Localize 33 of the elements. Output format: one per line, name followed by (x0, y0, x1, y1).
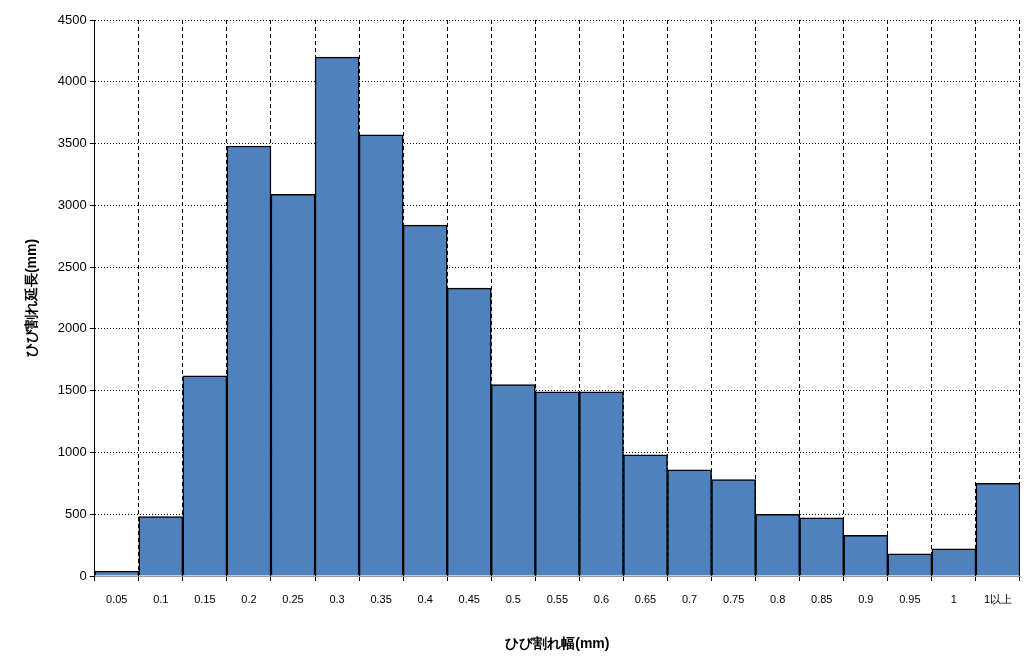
y-tick-label: 1500 (57, 382, 87, 398)
y-tick-label: 2500 (57, 258, 87, 274)
y-tick-label: 500 (65, 505, 87, 521)
x-tick-label: 1以上 (983, 592, 1013, 605)
x-tick-label: 0.2 (241, 592, 257, 605)
y-tick-label: 2000 (57, 320, 87, 336)
x-tick-label: 0.7 (681, 592, 698, 605)
x-tick-label: 1 (950, 592, 957, 605)
x-tick-label: 0.6 (593, 592, 610, 605)
x-tick-label: 0.95 (899, 592, 921, 605)
y-axis-title: ひび割れ延長(mm) (23, 238, 40, 358)
y-tick-label: 3000 (57, 196, 87, 212)
x-tick-label: 0.3 (329, 592, 345, 605)
x-tick-label: 0.65 (634, 592, 657, 605)
x-tick-label: 0.9 (858, 592, 874, 605)
x-tick-label: 0.45 (458, 592, 480, 605)
x-tick-label: 0.8 (770, 592, 786, 605)
x-tick-label: 0.15 (194, 592, 216, 605)
x-tick-label: 0.4 (417, 592, 433, 605)
x-tick-label: 0.85 (811, 592, 833, 605)
x-tick-label: 0.1 (153, 592, 169, 605)
x-tick-label: 0.55 (546, 592, 569, 605)
y-tick-label: 4500 (57, 11, 87, 27)
y-tick-label: 0 (79, 567, 87, 583)
y-tick-label: 1000 (57, 444, 87, 460)
x-tick-label: 0.5 (505, 592, 521, 605)
x-tick-label: 0.05 (106, 592, 128, 605)
x-tick-label: 0.75 (722, 592, 745, 605)
y-tick-label: 4000 (57, 73, 87, 89)
x-tick-label: 0.25 (282, 592, 304, 605)
x-axis-title: ひび割れ幅(mm) (505, 635, 610, 652)
y-tick-label: 3500 (57, 135, 87, 151)
x-tick-label: 0.35 (370, 592, 392, 605)
